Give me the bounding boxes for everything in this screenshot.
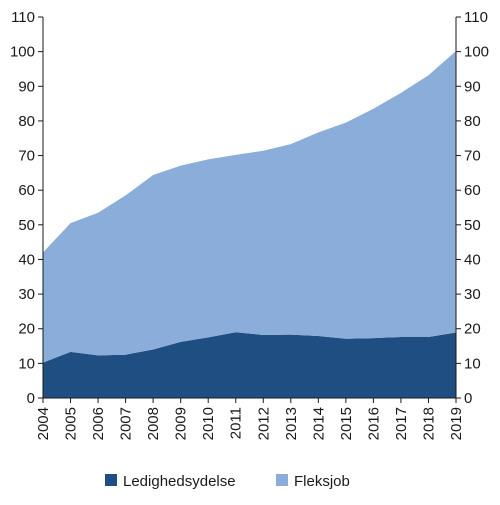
- x-tick-label: 2011: [228, 407, 245, 439]
- x-axis-labels: 2004 2005 2006 2007 2008 2009 2010 2011 2012 2013…: [35, 407, 465, 440]
- y-tick-label-right: 80: [464, 113, 481, 130]
- x-tick-label: 2015: [338, 407, 355, 440]
- y-tick-label-left: 80: [18, 113, 35, 130]
- legend-swatch-fleksjob: [276, 474, 288, 486]
- y-tick-label-left: 0: [27, 390, 35, 407]
- x-tick-label: 2006: [90, 407, 107, 440]
- y-tick-label-right: 50: [464, 217, 481, 234]
- legend-swatch-ledighedsydelse: [105, 474, 117, 486]
- x-tick-label: 2017: [393, 407, 410, 440]
- x-tick-label: 2005: [63, 407, 80, 440]
- y-axis-left-labels: 0 10 20 30 40 50 60 70 80 90 100 110: [10, 9, 35, 407]
- y-tick-label-left: 30: [18, 286, 35, 303]
- x-tick-label: 2016: [365, 407, 382, 440]
- y-tick-label-right: 20: [464, 321, 481, 338]
- y-tick-label-right: 10: [464, 355, 481, 372]
- y-tick-label-right: 70: [464, 148, 481, 165]
- x-tick-label: 2010: [200, 407, 217, 440]
- y-tick-label-left: 40: [18, 251, 35, 268]
- legend-label-fleksjob: Fleksjob: [294, 473, 350, 490]
- legend: Ledighedsydelse Fleksjob: [105, 473, 350, 490]
- y-tick-label-left: 100: [10, 44, 35, 61]
- x-tick-label: 2014: [310, 407, 327, 440]
- y-tick-label-right: 30: [464, 286, 481, 303]
- axes: [38, 16, 461, 403]
- y-tick-label-left: 60: [18, 182, 35, 199]
- y-tick-label-left: 110: [11, 9, 35, 26]
- y-tick-label-right: 90: [464, 78, 481, 95]
- y-tick-label-left: 90: [18, 78, 35, 95]
- x-tick-label: 2018: [420, 407, 437, 440]
- x-tick-label: 2007: [118, 407, 135, 440]
- y-tick-label-left: 50: [18, 217, 35, 234]
- x-tick-label: 2004: [35, 407, 52, 440]
- y-tick-label-right: 40: [464, 251, 481, 268]
- x-tick-label: 2019: [448, 407, 465, 440]
- x-tick-label: 2012: [255, 407, 272, 440]
- y-tick-label-right: 60: [464, 182, 481, 199]
- x-tick-label: 2008: [145, 407, 162, 440]
- y-tick-label-left: 10: [18, 355, 35, 372]
- legend-label-ledighedsydelse: Ledighedsydelse: [123, 473, 236, 490]
- y-tick-label-left: 20: [18, 321, 35, 338]
- x-tick-label: 2009: [173, 407, 190, 440]
- x-tick-label: 2013: [283, 407, 300, 440]
- y-axis-right-labels: 0 10 20 30 40 50 60 70 80 90 100 110: [464, 9, 489, 407]
- plot-areas: [43, 50, 456, 398]
- area-ledighedsydelse: [43, 332, 456, 398]
- y-tick-label-right: 100: [464, 44, 489, 61]
- y-tick-label-right: 0: [464, 390, 472, 407]
- y-tick-label-right: 110: [464, 9, 488, 26]
- y-tick-label-left: 70: [18, 148, 35, 165]
- area-fleksjob: [43, 50, 456, 363]
